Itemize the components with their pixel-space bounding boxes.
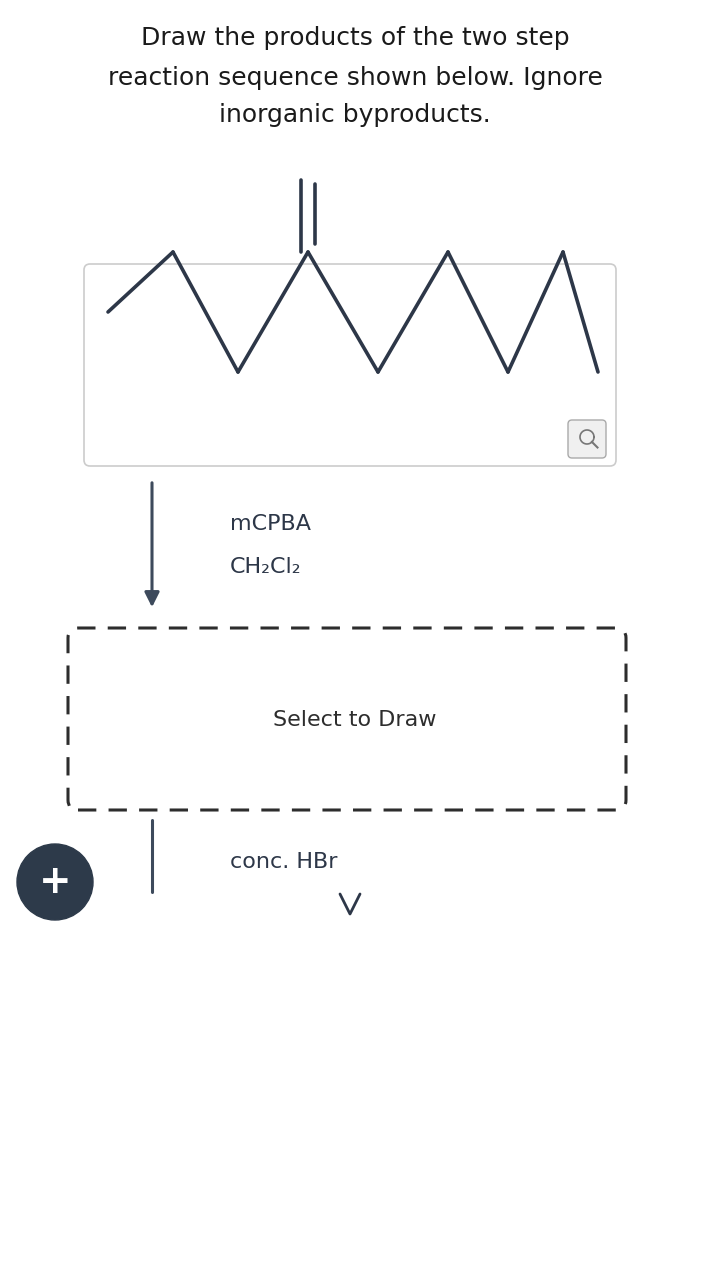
Text: Select to Draw: Select to Draw [273, 710, 437, 729]
Text: reaction sequence shown below. Ignore: reaction sequence shown below. Ignore [107, 65, 603, 90]
Text: conc. HBr: conc. HBr [230, 853, 337, 872]
Text: inorganic byproducts.: inorganic byproducts. [219, 103, 491, 127]
Text: CH₂Cl₂: CH₂Cl₂ [230, 556, 302, 577]
Circle shape [17, 844, 93, 920]
FancyBboxPatch shape [568, 420, 606, 458]
Text: +: + [38, 863, 71, 901]
FancyBboxPatch shape [68, 628, 626, 810]
Text: Draw the products of the two step: Draw the products of the two step [141, 26, 569, 50]
FancyBboxPatch shape [84, 264, 616, 465]
Text: mCPBA: mCPBA [230, 514, 311, 535]
